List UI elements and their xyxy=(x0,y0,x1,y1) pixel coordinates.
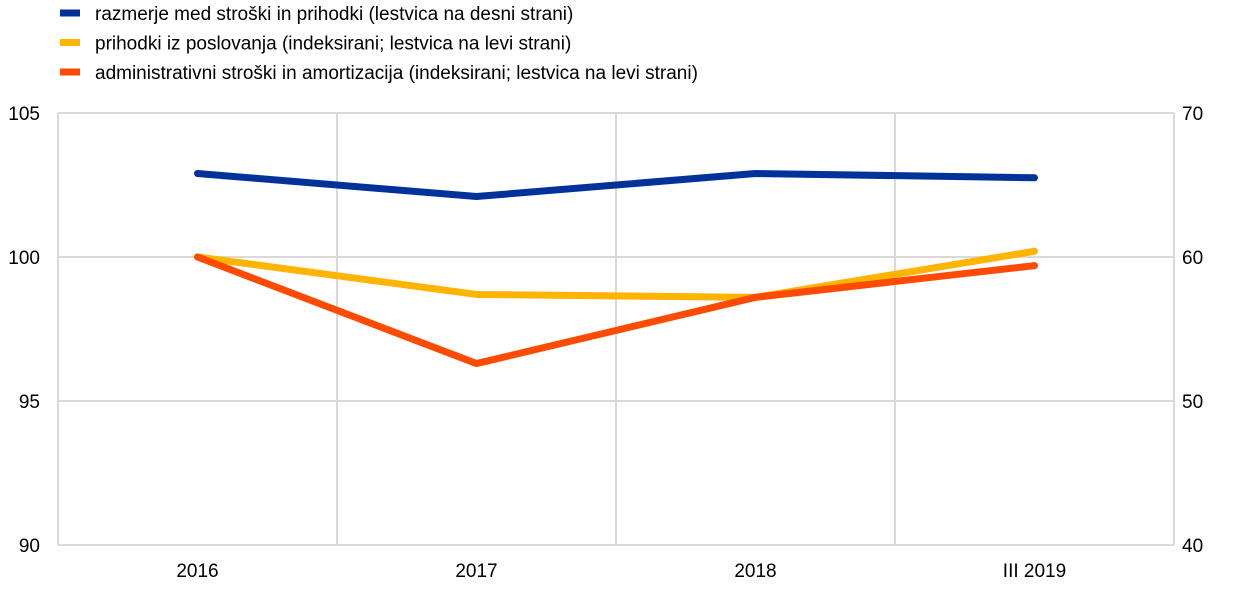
right-tick-label: 70 xyxy=(1182,104,1203,125)
legend-label-1: prihodki iz poslovanja (indeksirani; les… xyxy=(95,34,571,55)
left-tick-label: 100 xyxy=(8,248,40,269)
right-tick-label: 60 xyxy=(1182,248,1203,269)
x-tick-label: 2017 xyxy=(455,561,497,582)
right-tick-label: 50 xyxy=(1182,392,1203,413)
series-line-1 xyxy=(194,247,1038,301)
series-line-0 xyxy=(194,169,1038,201)
x-tick-label: III 2019 xyxy=(1003,561,1066,582)
left-tick-label: 95 xyxy=(19,392,40,413)
left-tick-label: 105 xyxy=(8,104,40,125)
left-tick-label: 90 xyxy=(19,536,40,557)
series-line-2 xyxy=(194,253,1038,368)
legend-label-2: administrativni stroški in amortizacija … xyxy=(95,63,698,84)
legend-label-0: razmerje med stroški in prihodki (lestvi… xyxy=(95,4,573,25)
x-tick-label: 2016 xyxy=(176,561,218,582)
right-tick-label: 40 xyxy=(1182,536,1203,557)
x-tick-label: 2018 xyxy=(734,561,776,582)
